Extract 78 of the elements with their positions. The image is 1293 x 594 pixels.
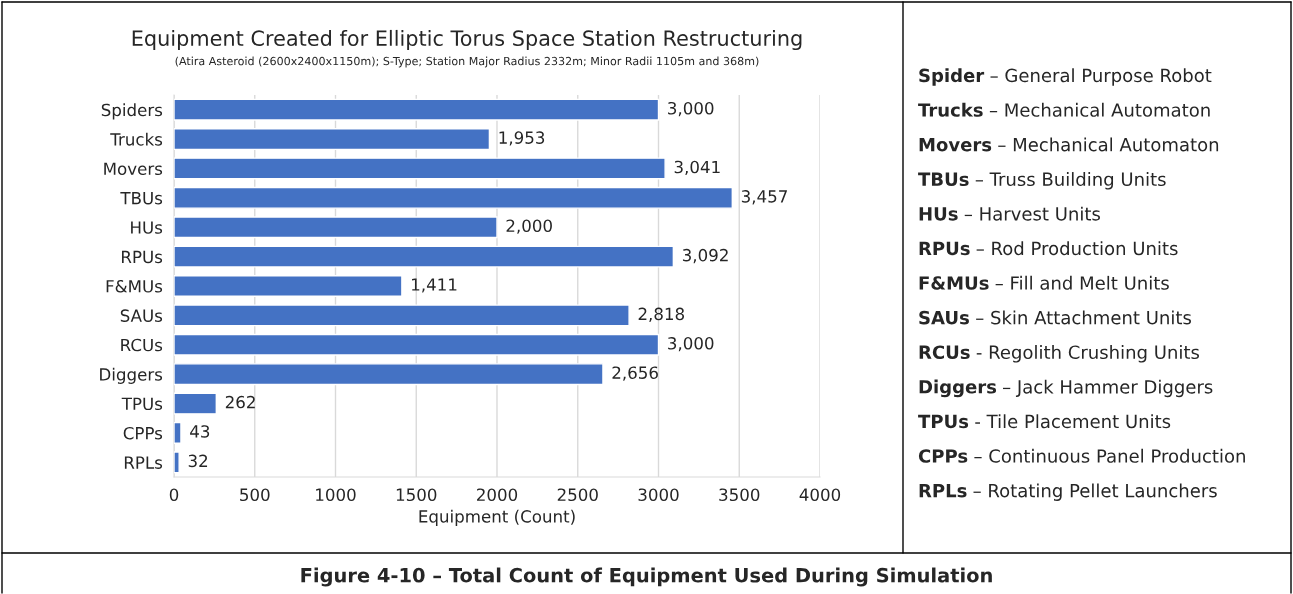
text: – Fill and Melt Units [995,275,1169,290]
x-tick-label: 500 [240,488,270,502]
data-label: 3,000 [668,101,714,117]
data-label: 2,656 [612,366,658,381]
data-label: 1,411 [412,278,457,293]
category-label: CPPs [918,449,968,463]
x-tick-label: 2000 [477,488,518,502]
bar [174,333,660,356]
bar [174,451,180,474]
bar [174,245,675,268]
x-tick-label: 1000 [316,488,356,502]
y-tick-label: RPUs [122,250,163,264]
y-tick-label: Trucks [110,132,163,146]
bar [174,216,498,239]
text: – Jack Hammer Diggers [1003,379,1213,398]
category-label: Trucks [918,102,983,117]
text: – Continuous Panel Production [974,448,1245,463]
data-label: 3,457 [741,190,787,205]
category-label: SAUs [919,310,969,325]
category-label: RPLs [919,484,967,498]
category-label: Spider [919,68,985,86]
bar [174,392,218,415]
data-label: 1,953 [499,131,545,146]
y-tick-label: Movers [104,162,163,176]
x-tick-label: 3500 [719,488,760,502]
caption: Figure 4-10 – Total Count of Equipment Used During Simulation [301,567,992,587]
text: – Rod Production Units [976,241,1178,256]
category-label: RPUs [919,241,970,256]
category-label: Diggers [919,379,997,398]
text: – Mechanical Automaton [989,102,1210,117]
text: - Regolith Crushing Units [976,345,1200,363]
y-tick-label: CPPs [123,426,163,440]
bar [174,157,666,180]
data-label: 32 [188,454,208,468]
category-label: HUs [919,207,958,221]
text: – Mechanical Automaton [998,137,1219,152]
chart-subtitle: (Atira Asteroid (2600x2400x1150m); S-Type; Station Major Radius 2332m; Minor Radii 1105m and 368m) [175,56,759,68]
text: – General Purpose Robot [990,68,1212,86]
y-tick-label: Spiders [101,103,163,120]
bar [174,186,734,209]
x-tick-label: 2500 [557,488,598,502]
bar [174,275,403,297]
y-tick-label: Diggers [100,367,163,384]
category-label: F&MUs [919,276,989,290]
bar [174,363,604,386]
category-label: TBUs [918,172,969,187]
category-label: Movers [919,138,992,152]
bar [174,128,491,151]
x-tick-label: 3000 [638,488,679,502]
text: - Tile Placement Units [975,414,1171,429]
y-tick-label: TPUs [121,397,163,411]
bar [174,98,660,121]
y-tick-label: F&MUs [106,279,163,293]
text: – Harvest Units [964,206,1100,221]
category-label: TPUs [918,414,969,429]
y-tick-label: RPLs [124,456,163,469]
y-tick-label: TBUs [120,192,163,205]
y-tick-label: RCUs [121,338,163,352]
data-label: 3,092 [682,248,728,264]
category-label: RCUs [919,345,970,360]
x-axis-title: Equipment (Count) [419,509,575,526]
data-label: 262 [225,395,255,409]
x-tick-label: 4000 [799,488,841,502]
chart-title: Equipment Created for Elliptic Torus Space Station Restructuring [132,29,802,51]
bar [174,421,182,444]
text: – Truss Building Units [975,172,1166,190]
data-label: 3,041 [674,160,720,175]
data-label: 43 [190,425,210,438]
y-tick-label: HUs [131,221,163,234]
data-label: 2,000 [506,219,552,234]
data-label: 2,818 [638,307,685,322]
text: – Skin Attachment Units [976,310,1191,325]
y-tick-label: SAUs [120,309,163,322]
x-tick-label: 1500 [396,488,437,502]
x-tick-label: 0 [169,488,179,502]
data-label: 3,000 [668,337,714,352]
text: – Rotating Pellet Launchers [973,483,1217,501]
bar [174,304,630,327]
